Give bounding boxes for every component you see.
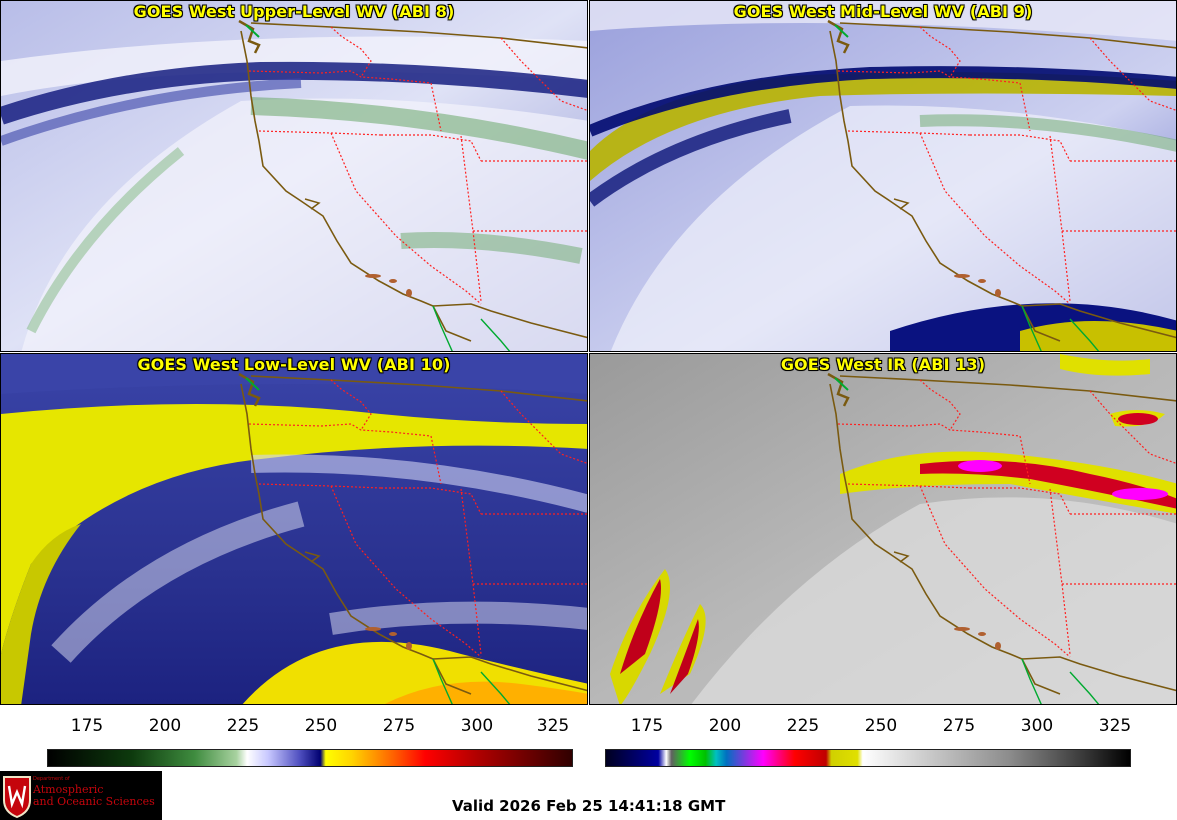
ir-tick: 275: [942, 716, 976, 736]
panel-title: GOES West Mid-Level WV (ABI 9): [733, 2, 1033, 21]
aos-logo[interactable]: Department of Atmospheric and Oceanic Sc…: [0, 771, 162, 820]
upper-level-wv-map: [1, 1, 587, 351]
ir-scale-ticks: 175 200 225 250 275 300 325: [605, 716, 1131, 742]
wv-tick: 175: [70, 716, 104, 736]
wv-scale-ticks: 175 200 225 250 275 300 325: [47, 716, 573, 742]
upper-level-wv-panel: GOES West Upper-Level WV (ABI 8): [0, 0, 588, 352]
logo-line2: and Oceanic Sciences: [33, 794, 155, 808]
wv-tick: 275: [382, 716, 416, 736]
ir-tick: 325: [1098, 716, 1132, 736]
panel-title: GOES West IR (ABI 13): [780, 355, 986, 374]
wv-tick: 300: [460, 716, 494, 736]
ir-map: [590, 354, 1176, 704]
wv-tick: 200: [148, 716, 182, 736]
logo-dept-label: Department of: [33, 776, 70, 782]
wv-tick: 250: [304, 716, 338, 736]
wv-tick: 325: [536, 716, 570, 736]
ir-tick: 225: [786, 716, 820, 736]
low-level-wv-map: [1, 354, 587, 704]
wv-tick: 225: [226, 716, 260, 736]
ir-colorbar: [605, 749, 1131, 767]
mid-level-wv-panel: GOES West Mid-Level WV (ABI 9): [589, 0, 1177, 352]
valid-time-label: Valid 2026 Feb 25 14:41:18 GMT: [452, 797, 726, 815]
ir-tick: 175: [630, 716, 664, 736]
panel-title: GOES West Upper-Level WV (ABI 8): [133, 2, 455, 21]
wv-colorbar: [47, 749, 573, 767]
logo-line1: Atmospheric: [33, 783, 104, 797]
ir-tick: 250: [864, 716, 898, 736]
ir-tick: 200: [708, 716, 742, 736]
uw-crest-icon: [3, 776, 31, 818]
low-level-wv-panel: GOES West Low-Level WV (ABI 10): [0, 353, 588, 705]
panel-title: GOES West Low-Level WV (ABI 10): [137, 355, 451, 374]
ir-tick: 300: [1020, 716, 1054, 736]
ir-panel: GOES West IR (ABI 13): [589, 353, 1177, 705]
mid-level-wv-map: [590, 1, 1176, 351]
